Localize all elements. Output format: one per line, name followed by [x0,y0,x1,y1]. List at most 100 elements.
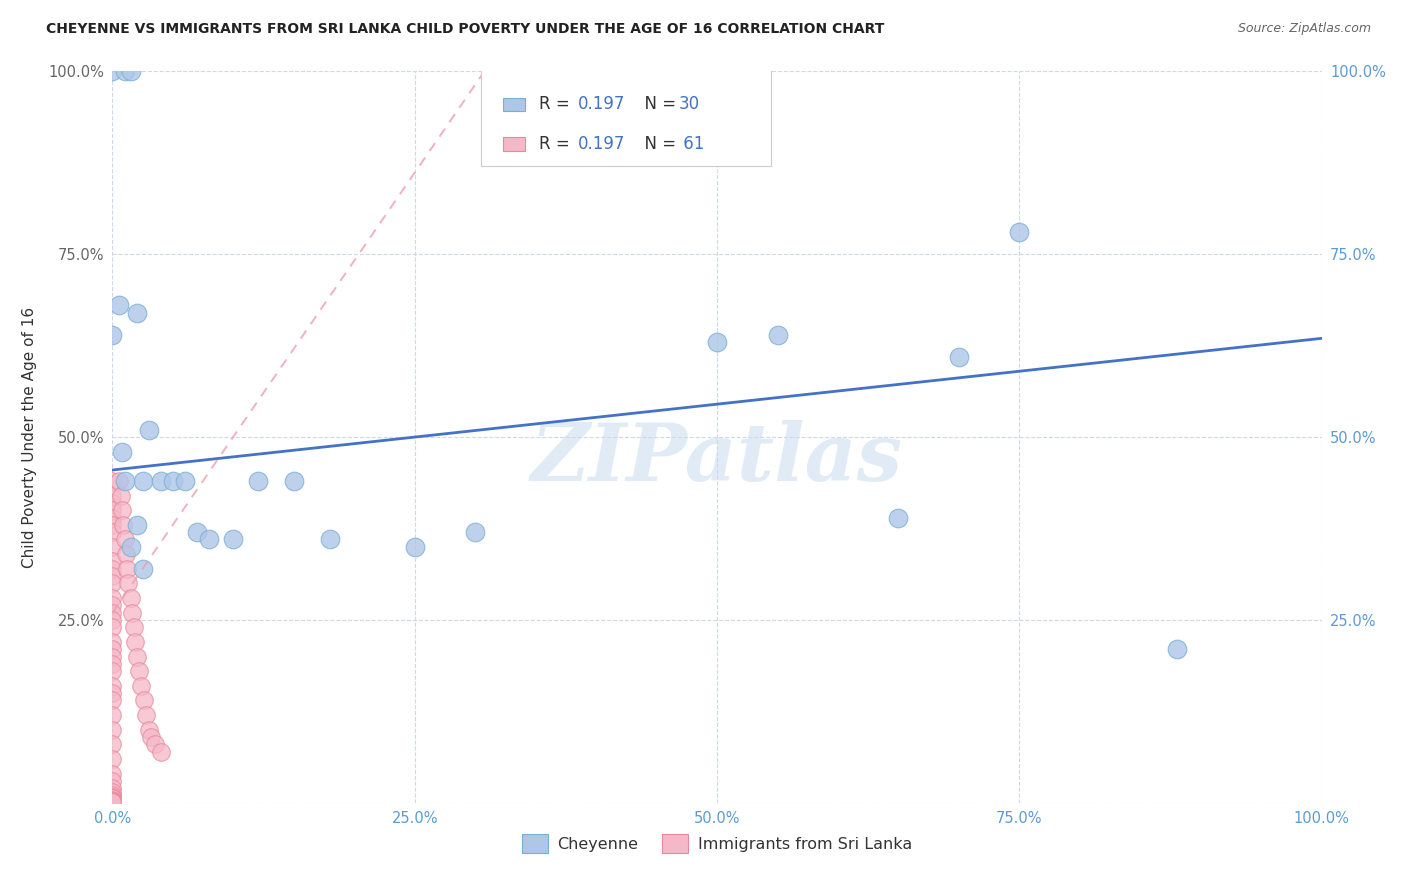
Point [132,562,155,576]
Point [138,423,160,437]
Point [101,591,124,605]
Point [101,752,124,766]
Text: Source: ZipAtlas.com: Source: ZipAtlas.com [1237,22,1371,36]
Point [101,664,124,678]
Point [117,576,139,591]
FancyBboxPatch shape [503,137,524,151]
Y-axis label: Child Poverty Under the Age of 16: Child Poverty Under the Age of 16 [22,307,37,567]
FancyBboxPatch shape [503,98,524,111]
Point [319,533,342,547]
Point [101,781,124,796]
Text: 0.197: 0.197 [578,95,626,113]
Point [101,794,124,808]
Point [101,64,124,78]
Point [138,723,160,737]
Point [114,64,136,78]
Point [135,708,157,723]
Point [101,794,124,808]
Point [120,540,142,554]
Point [222,533,245,547]
Text: 30: 30 [678,95,700,113]
Point [101,679,124,693]
Point [111,444,134,458]
Text: 61: 61 [678,135,704,153]
Point [101,554,124,568]
Point [101,496,124,510]
Point [948,350,970,364]
Point [101,642,124,657]
Point [141,730,163,744]
Point [198,533,221,547]
Point [101,795,124,809]
Point [128,664,150,678]
Point [101,793,124,807]
Point [174,474,197,488]
Point [246,474,269,488]
Point [101,503,124,517]
Point [149,745,172,759]
FancyBboxPatch shape [481,68,772,167]
Point [101,723,124,737]
Point [107,474,129,488]
Point [115,562,138,576]
Point [101,789,124,804]
Point [186,525,208,540]
Point [101,773,124,788]
Point [101,474,124,488]
Point [107,298,129,312]
Point [162,474,184,488]
Point [120,64,142,78]
Point [464,525,486,540]
Point [101,789,124,803]
Point [101,737,124,751]
Point [111,503,134,517]
Point [766,327,789,342]
Legend: Cheyenne, Immigrants from Sri Lanka: Cheyenne, Immigrants from Sri Lanka [515,826,920,861]
Point [101,791,124,805]
Text: N =: N = [634,135,681,153]
Point [101,489,124,503]
Point [101,620,124,634]
Text: ZIPatlas: ZIPatlas [531,420,903,498]
Text: N =: N = [634,95,681,113]
Point [101,635,124,649]
Point [125,517,148,532]
Point [132,474,155,488]
Point [143,737,166,751]
Point [101,525,124,540]
Point [101,569,124,583]
Point [404,540,426,554]
Point [101,785,124,799]
Point [101,693,124,707]
Point [101,708,124,723]
Text: CHEYENNE VS IMMIGRANTS FROM SRI LANKA CHILD POVERTY UNDER THE AGE OF 16 CORRELAT: CHEYENNE VS IMMIGRANTS FROM SRI LANKA CH… [46,22,884,37]
Point [114,547,136,561]
Point [101,517,124,532]
Point [110,489,132,503]
Text: R =: R = [540,95,575,113]
Point [706,334,728,349]
Point [101,657,124,671]
Point [101,562,124,576]
Point [101,686,124,700]
Point [101,606,124,620]
Point [131,679,153,693]
Point [101,576,124,591]
Point [101,540,124,554]
Text: 0.197: 0.197 [578,135,626,153]
Text: R =: R = [540,135,575,153]
Point [1166,642,1188,657]
Point [112,517,135,532]
Point [132,693,155,707]
Point [122,620,145,634]
Point [887,510,910,524]
Point [283,474,305,488]
Point [125,306,148,320]
Point [149,474,172,488]
Point [121,606,143,620]
Point [120,591,142,605]
Point [101,510,124,524]
Point [101,327,124,342]
Point [101,649,124,664]
Point [101,613,124,627]
